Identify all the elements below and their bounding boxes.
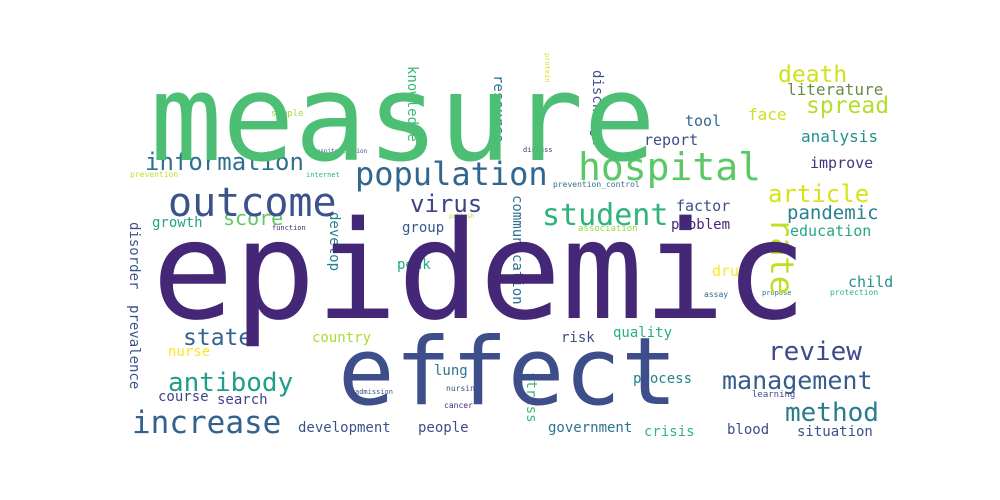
word-propose: propose [762,289,792,297]
word-country: country [312,330,371,346]
word-protein: protein [543,53,551,83]
word-nursing: nursing [446,384,480,393]
word-hospital: hospital [578,145,761,189]
word-prevalence: prevalence [126,305,142,389]
word-drug: drug [712,262,748,280]
word-prevention-control: prevention_control [553,180,640,189]
word-knowledge: knowledge [404,66,420,142]
word-outcome: outcome [168,180,337,226]
word-develop: develop [326,212,342,271]
word-group: group [402,220,444,236]
word-learning: learning [752,390,795,400]
word-internet: internet [306,171,340,179]
word-process: process [633,371,692,387]
word-state: state [183,325,252,351]
word-literature: literature [787,80,883,99]
word-sample: sample [271,109,304,119]
word-improve: improve [810,154,873,172]
word-increase: increase [132,405,281,441]
word-disorder: disorder [126,222,142,289]
word-article: article [768,180,869,208]
word-crisis: crisis [644,424,695,440]
word-peak: peak [397,257,431,273]
word-score: score [223,206,283,230]
word-spread: spread [806,93,889,119]
word-death: death [778,62,847,88]
word-association: association [578,224,638,234]
word-tool: tool [685,112,721,130]
word-lung: lung [434,363,468,379]
word-measure: measure [150,50,656,189]
word-education: education [790,222,871,240]
word-analysis: analysis [801,127,878,146]
word-search: search [217,392,268,408]
word-prevention: prevention [130,170,178,179]
word-face: face [748,105,787,124]
word-publish: publish [449,213,475,220]
word-effect: effect [338,318,678,427]
word-hospitalization: hospitalization [313,148,368,155]
word-situation: situation [797,424,873,440]
word-course: course [158,389,209,405]
word-pandemic: pandemic [787,202,879,224]
word-nurse: nurse [168,344,210,360]
word-report: report [644,131,698,149]
word-population: population [355,155,548,193]
word-review: review [768,337,862,367]
word-cancer: cancer [444,401,473,410]
word-stress: stress [523,372,539,423]
word-management: management [722,366,873,395]
word-rate: rate [763,218,801,295]
word-discharge: discharge [589,70,605,146]
word-protection: protection [830,288,878,297]
word-admission: admission [355,388,393,396]
word-function: function [272,224,306,232]
word-assay: assay [704,290,728,299]
word-method: method [785,398,879,428]
word-problem: problem [671,217,730,233]
word-antibody: antibody [168,368,293,398]
word-student: student [542,198,668,233]
word-blood: blood [727,422,769,438]
word-quality: quality [613,325,672,341]
word-growth: growth [152,215,203,231]
word-epidemic: epidemic [152,193,807,351]
word-information: information [145,148,304,176]
word-development: development [298,420,391,436]
word-discuss: discuss [523,146,553,154]
word-risk: risk [561,330,595,346]
word-communication: communication [509,195,525,305]
word-people: people [418,420,469,436]
word-factor: factor [676,197,730,215]
word-resource: resource [490,75,506,142]
word-government: government [548,420,632,436]
word-child: child [848,273,893,291]
word-virus: virus [410,190,482,218]
